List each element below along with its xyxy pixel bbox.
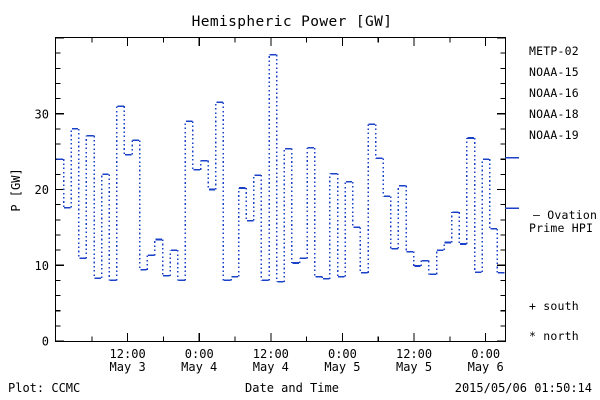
y-tick-label: 20	[35, 183, 49, 197]
x-tick-time: 12:00	[396, 347, 432, 361]
legend-entry-noaa-16: NOAA-16	[529, 86, 579, 100]
x-tick-date: May 4	[181, 360, 217, 374]
x-tick-time: 12:00	[253, 347, 289, 361]
x-tick-date: May 5	[324, 360, 360, 374]
y-tick-label: 0	[42, 335, 49, 349]
x-tick-time: 0:00	[328, 347, 357, 361]
legend-marker-north: * north	[529, 329, 579, 343]
footer-right: 2015/05/06 01:50:14	[455, 381, 592, 395]
legend-marker-south: + south	[529, 299, 579, 313]
data-series-group	[56, 53, 505, 283]
legend-ovation-line1: — Ovation	[533, 208, 597, 222]
legend-entry-noaa-15: NOAA-15	[529, 65, 579, 79]
footer-center: Date and Time	[245, 381, 339, 395]
x-tick-time: 12:00	[110, 347, 146, 361]
x-tick-date: May 3	[110, 360, 146, 374]
legend-ovation-line2: Prime HPI	[529, 221, 593, 235]
x-tick-time: 0:00	[471, 347, 500, 361]
y-axis-label: P [GW]	[9, 168, 23, 211]
y-axis-tick-marks	[56, 37, 505, 342]
y-axis-tick-labels: 0 10 20 30	[35, 107, 49, 348]
satellite-legend: METP-02 NOAA-15 NOAA-16 NOAA-18 NOAA-19	[529, 44, 579, 142]
y-tick-label: 10	[35, 259, 49, 273]
legend-entry-metp-02: METP-02	[529, 44, 579, 58]
x-tick-date: May 4	[253, 360, 289, 374]
legend-entry-noaa-18: NOAA-18	[529, 107, 579, 121]
x-tick-time: 0:00	[185, 347, 214, 361]
ovation-prime-markers	[505, 156, 519, 210]
legend-entry-noaa-19: NOAA-19	[529, 128, 579, 142]
x-tick-date: May 6	[468, 360, 504, 374]
page-title: Hemispheric Power [GW]	[192, 14, 393, 30]
footer-left: Plot: CCMC	[8, 381, 80, 395]
y-tick-label: 30	[35, 107, 49, 121]
x-tick-date: May 5	[396, 360, 432, 374]
x-axis-tick-marks	[91, 38, 487, 341]
plot-frame	[54, 36, 507, 343]
